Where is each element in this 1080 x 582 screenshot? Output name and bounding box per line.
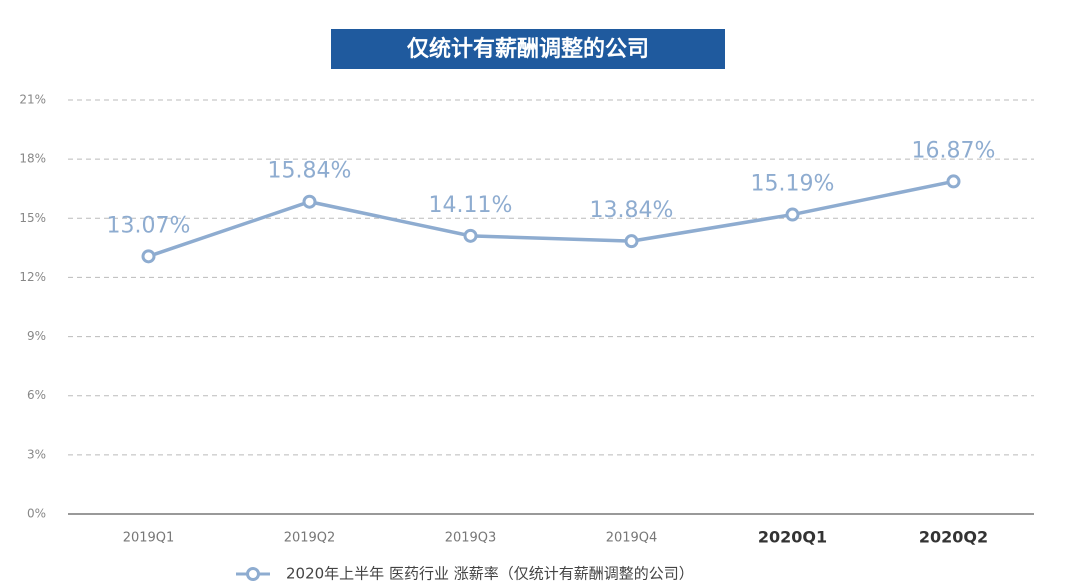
y-tick-label: 6%	[27, 388, 46, 402]
x-tick-label: 2019Q4	[606, 531, 658, 546]
x-tick-label: 2019Q3	[445, 531, 497, 546]
value-label: 16.87%	[912, 138, 996, 163]
value-label: 13.84%	[590, 198, 674, 223]
point	[141, 249, 156, 264]
y-tick-label: 15%	[19, 211, 46, 225]
value-label: 13.07%	[107, 213, 191, 238]
point	[463, 228, 478, 243]
point	[624, 234, 639, 249]
x-tick-label: 2019Q2	[284, 531, 336, 546]
y-tick-label: 9%	[27, 329, 46, 343]
value-label: 14.11%	[429, 193, 513, 218]
chart-title: 仅统计有薪酬调整的公司	[407, 36, 649, 62]
x-tick-label: 2020Q1	[758, 528, 827, 547]
title-box	[331, 29, 725, 69]
legend-marker	[246, 567, 260, 581]
x-tick-label: 2019Q1	[123, 531, 175, 546]
line	[147, 179, 954, 258]
point	[302, 194, 317, 209]
value-label: 15.84%	[268, 159, 352, 184]
y-tick-label: 12%	[19, 270, 46, 284]
x-tick-label: 2020Q2	[919, 528, 988, 547]
point	[785, 207, 800, 222]
point	[946, 174, 961, 189]
y-tick-label: 3%	[27, 447, 46, 461]
y-tick-label: 21%	[19, 93, 46, 107]
value-label: 15.19%	[751, 172, 835, 197]
y-tick-label: 18%	[19, 152, 46, 166]
legend-label: 2020年上半年 医药行业 涨薪率（仅统计有薪酬调整的公司）	[286, 565, 694, 582]
y-tick-label: 0%	[27, 507, 46, 521]
